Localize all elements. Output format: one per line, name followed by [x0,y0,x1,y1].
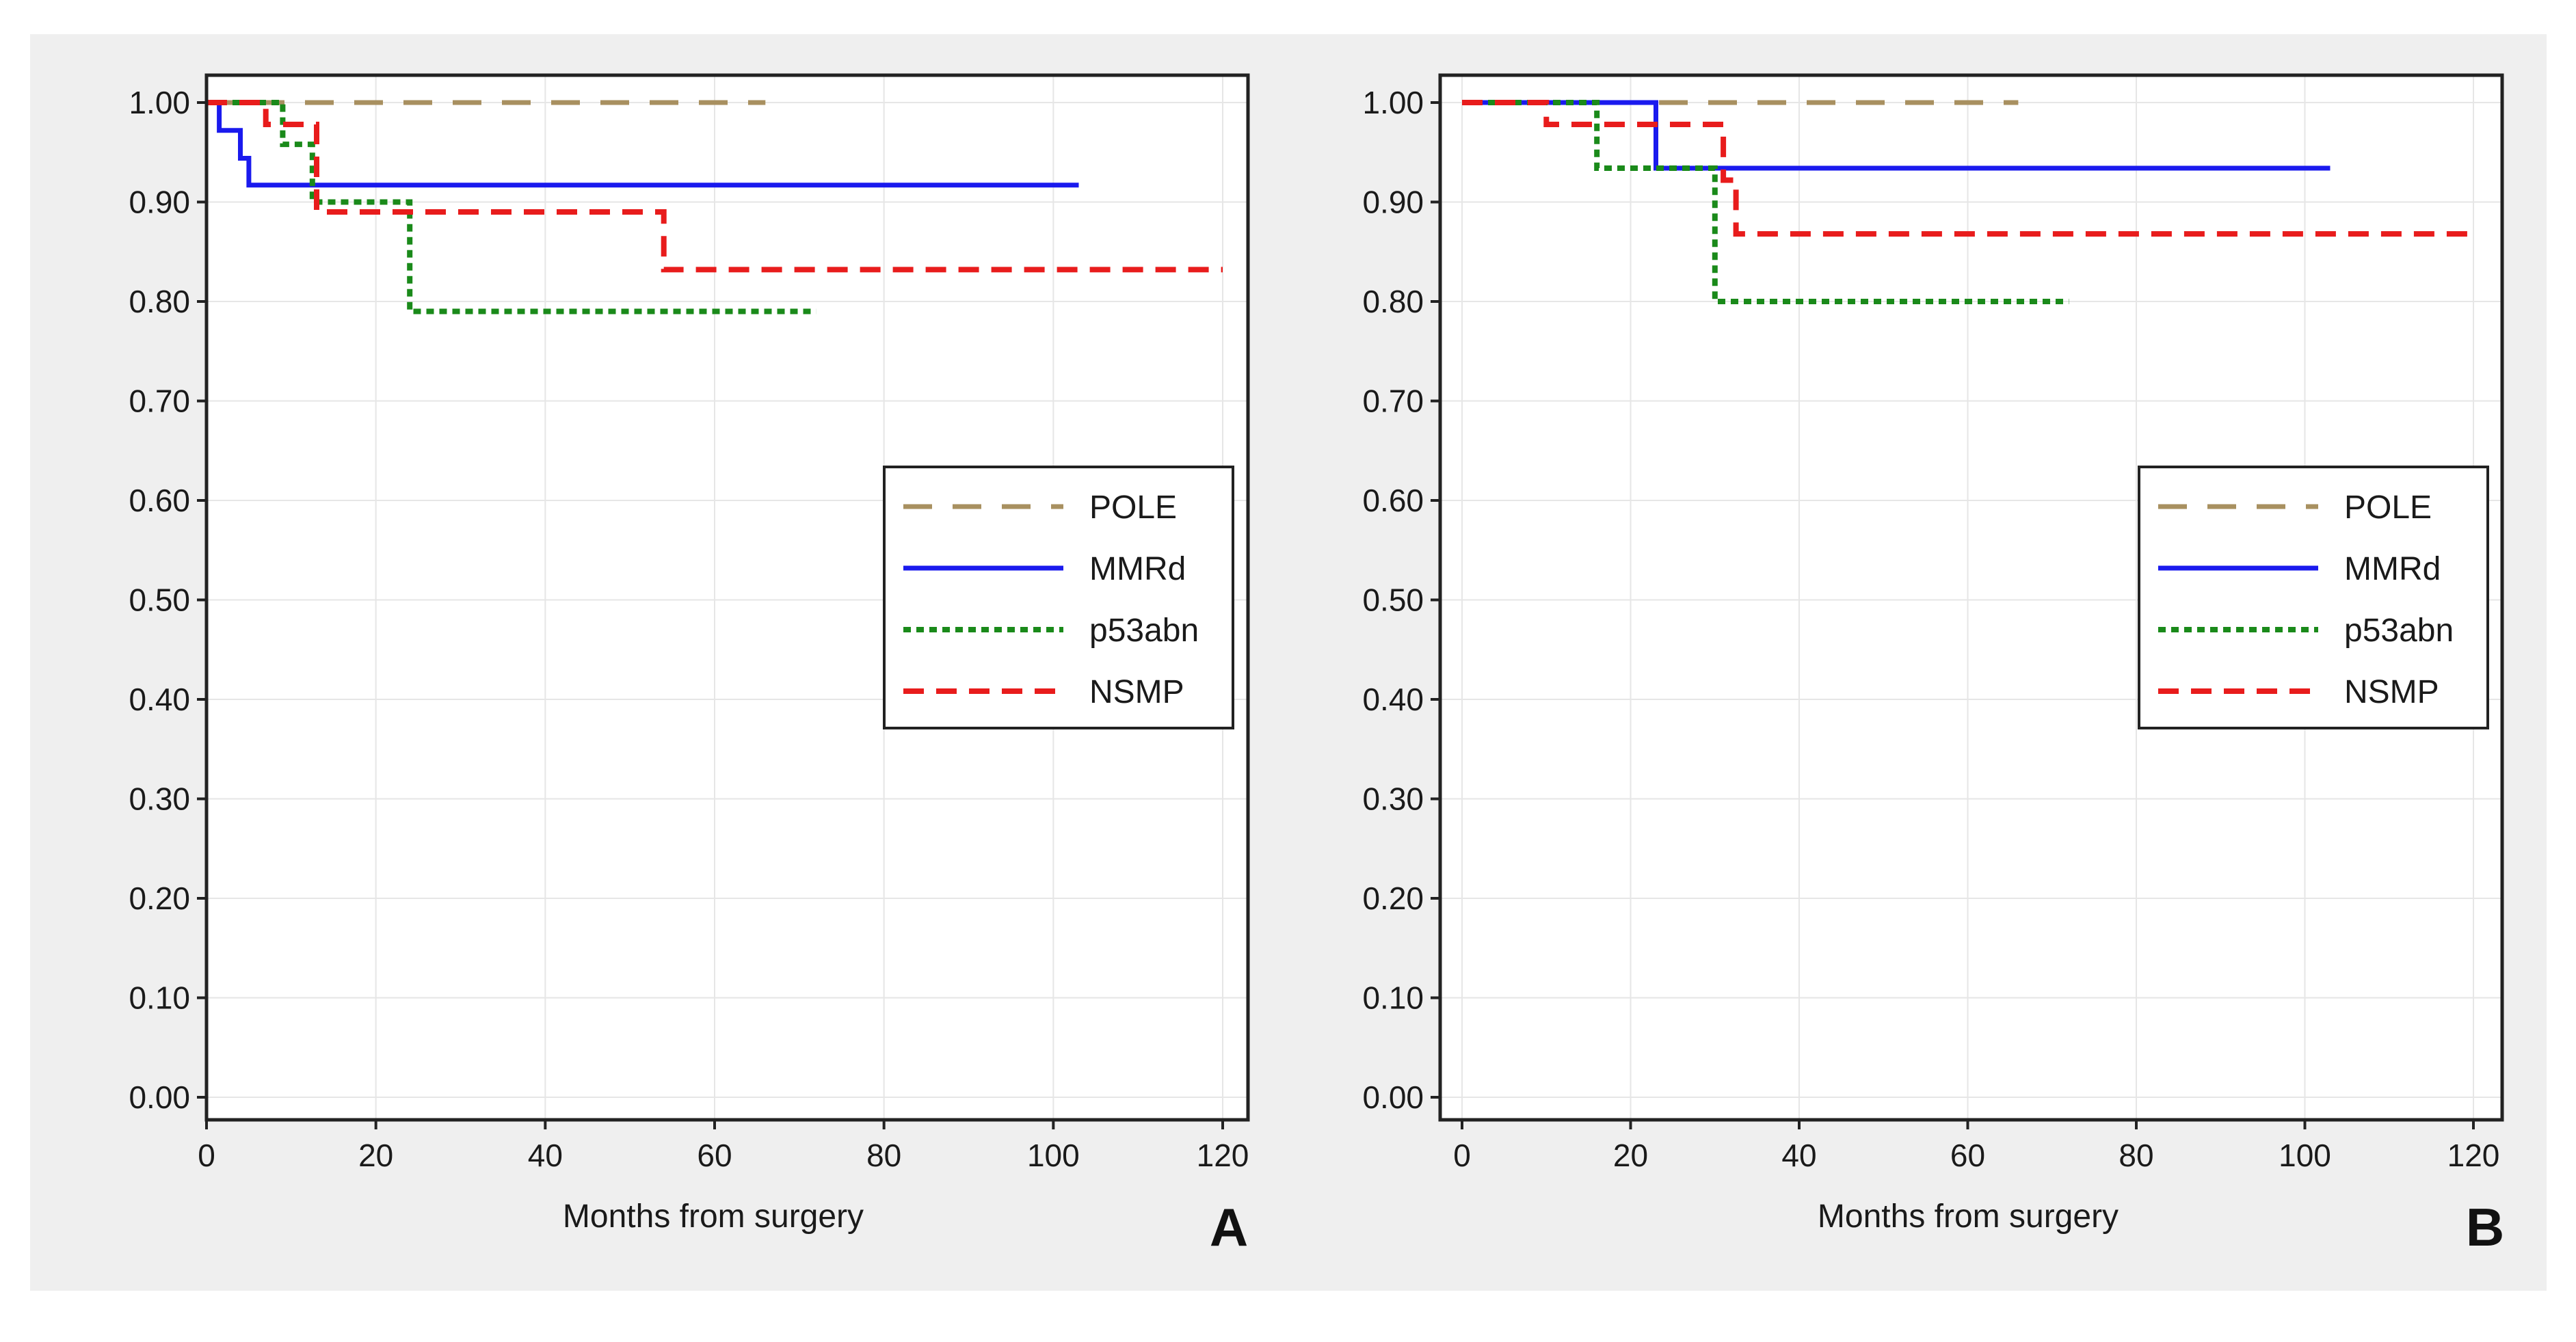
x-axis-label: Months from surgery [1818,1198,2119,1235]
panel-label-b: B [2466,1197,2504,1257]
y-tick-label: 0.10 [1362,980,1424,1016]
x-axis-ticks: 0 20 40 60 80 100 120 [1453,1120,2499,1173]
survival-curves [1462,100,2473,304]
x-tick-label: 20 [358,1138,393,1173]
y-tick-label: 0.70 [129,384,190,419]
y-tick-label: 0.20 [129,881,190,916]
x-axis-label: Months from surgery [563,1198,864,1235]
y-tick-label: 0.10 [129,980,190,1016]
series-line-p53abn [1462,100,2069,304]
y-tick-label: 0.00 [1362,1079,1424,1115]
legend-label-nsmp: NSMP [1089,674,1184,710]
y-tick-label: 0.50 [1362,582,1424,618]
y-tick-label: 0.00 [129,1079,190,1115]
y-axis-ticks: 0.00 0.10 0.20 0.30 0.40 0.50 0.60 0.70 0.80 0.90… [129,85,207,1115]
x-tick-label: 0 [1453,1138,1471,1173]
legend-label-p53abn: p53abn [1089,613,1199,649]
kaplan-meier-panel-b: 0.00 0.10 0.20 0.30 0.40 0.50 0.60 0.70 0.80 0.90… [1362,73,2504,1257]
y-tick-label: 0.30 [129,781,190,817]
series-line-p53abn [207,100,816,314]
series-line-nsmp [207,100,1223,273]
legend-label-pole: POLE [1089,489,1177,526]
survival-curves [207,100,1223,314]
y-axis-ticks: 0.00 0.10 0.20 0.30 0.40 0.50 0.60 0.70 0.80 0.90… [1362,85,1440,1115]
x-tick-label: 60 [1950,1138,1985,1173]
y-tick-label: 0.40 [1362,682,1424,717]
y-tick-label: 1.00 [1362,85,1424,120]
legend-label-pole: POLE [2344,489,2432,526]
series-line-mmrd [207,100,1079,188]
x-tick-label: 100 [2279,1138,2331,1173]
panel-label-a: A [1210,1197,1248,1257]
x-tick-label: 100 [1027,1138,1080,1173]
y-tick-label: 1.00 [129,85,190,120]
legend-label-mmrd: MMRd [2344,551,2441,587]
x-tick-label: 80 [2119,1138,2153,1173]
legend-label-mmrd: MMRd [1089,551,1186,587]
y-tick-label: 0.50 [129,582,190,618]
x-tick-label: 120 [1197,1138,1249,1173]
y-tick-label: 0.70 [1362,384,1424,419]
x-tick-label: 20 [1613,1138,1648,1173]
y-tick-label: 0.20 [1362,881,1424,916]
legend: POLE MMRd p53abn NSMP [2138,466,2489,729]
y-tick-label: 0.60 [1362,483,1424,518]
y-tick-label: 0.90 [1362,185,1424,220]
y-tick-label: 0.60 [129,483,190,518]
legend-box [2138,466,2489,729]
y-tick-label: 0.80 [1362,284,1424,319]
y-tick-label: 0.80 [129,284,190,319]
x-tick-label: 80 [866,1138,901,1173]
legend-label-p53abn: p53abn [2344,613,2454,649]
plot-frame [204,73,1250,1122]
legend-label-nsmp: NSMP [2344,674,2439,710]
x-tick-label: 40 [1781,1138,1816,1173]
plot-frame [1438,73,2504,1122]
legend: POLE MMRd p53abn NSMP [883,466,1234,729]
y-tick-label: 0.90 [129,185,190,220]
x-tick-label: 120 [2447,1138,2500,1173]
y-tick-label: 0.40 [129,682,190,717]
y-tick-label: 0.30 [1362,781,1424,817]
kaplan-meier-panel-a: 0.00 0.10 0.20 0.30 0.40 0.50 0.60 0.70 0.80 0.90… [129,73,1250,1257]
x-tick-label: 0 [198,1138,215,1173]
series-line-nsmp [1462,100,2473,237]
x-axis-ticks: 0 20 40 60 80 100 120 [198,1120,1249,1173]
x-tick-label: 40 [528,1138,563,1173]
legend-box [883,466,1234,729]
x-tick-label: 60 [697,1138,732,1173]
